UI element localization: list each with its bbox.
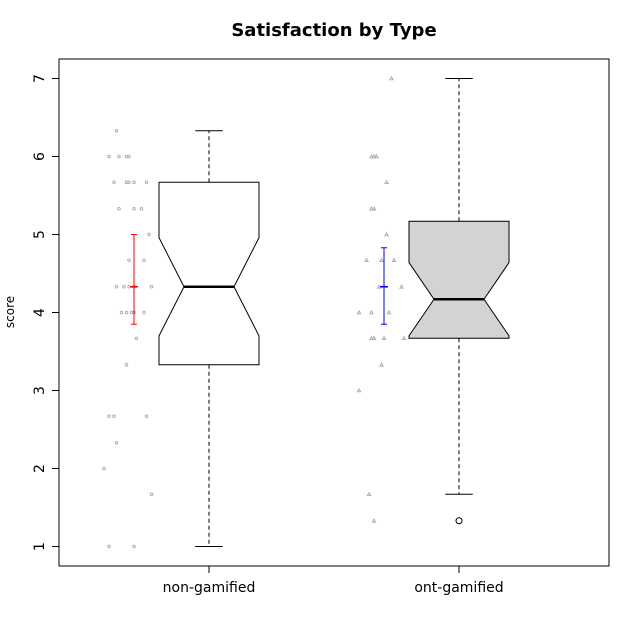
jitter-point-triangle [366,491,372,497]
jitter-point-circle [142,310,146,315]
jitter-point-circle [124,310,129,315]
jitter-point-triangle [364,257,369,263]
plot-frame [58,58,610,567]
jitter-point-triangle [374,153,379,159]
jitter-point-circle [127,154,131,159]
jitter-point-circle [132,544,136,549]
jitter-point-triangle [389,75,394,81]
jitter-point-circle [139,207,144,211]
jitter-point-triangle [391,257,397,263]
y-tick-label: 1 [32,542,48,551]
jitter-point-triangle [381,335,387,341]
jitter-point-circle [147,232,151,237]
jitter-point-circle [112,180,116,184]
jitter-point-circle [114,129,119,133]
jitter-point-circle [107,544,111,549]
jitter-point-circle [149,285,154,289]
jitter-point-triangle [401,335,407,341]
chart-title: Satisfaction by Type [231,20,436,41]
jitter-point-triangle [371,206,377,211]
jitter-point-triangle [379,257,384,263]
jitter-point-circle [127,258,131,262]
jitter-point-circle [114,441,119,445]
jitter-point-circle [112,414,116,418]
jitter-point-triangle [369,335,374,341]
notched-box [158,181,260,366]
jitter-point-triangle [384,179,389,185]
y-axis: 1 2 3 4 5 6 7 [32,74,59,551]
jitter-point-triangle [371,335,377,341]
jitter-point-circle [122,285,126,289]
jitter-point-triangle [384,231,389,237]
jitter-point-circle [127,180,131,184]
jitter-point-triangle [379,362,384,367]
jitter-point-circle [119,310,124,315]
jitter-point-triangle [371,153,377,159]
box-group [158,78,510,547]
jitter-point-circle [102,466,106,471]
jitter-point-circle [142,258,146,262]
jitter-point-circle [117,154,121,159]
jitter-point-circle [117,207,121,211]
y-tick-label: 7 [32,74,48,83]
jitter-point-circle [107,154,111,159]
x-axis: non-gamified ont-gamified [163,566,504,596]
jitter-point-triangle [369,206,374,211]
y-tick-label: 3 [32,386,48,395]
jitter-point-triangle [369,153,374,159]
y-tick-label: 5 [32,230,48,239]
jitter-points [102,75,407,549]
jitter-point-triangle [371,518,377,523]
jitter-point-triangle [399,284,404,289]
jitter-point-circle [132,180,136,184]
jitter-point-triangle [369,309,374,315]
jitter-point-circle [124,363,129,367]
notched-box [408,220,510,339]
jitter-point-triangle [356,309,362,315]
jitter-point-triangle [356,387,362,393]
y-tick-label: 4 [32,308,48,317]
outlier-point [455,517,463,525]
y-tick-label: 2 [32,464,48,473]
jitter-point-circle [132,207,136,211]
jitter-point-circle [144,414,149,418]
jitter-point-circle [134,336,139,340]
jitter-point-circle [127,285,131,289]
jitter-point-circle [149,492,154,496]
jitter-point-triangle [376,284,382,289]
x-tick-label: ont-gamified [414,580,503,596]
y-axis-label: score [3,296,17,328]
jitter-point-circle [114,285,119,289]
mean-ci-group [130,234,388,325]
x-tick-label: non-gamified [163,580,256,596]
jitter-point-triangle [386,309,392,315]
jitter-point-circle [144,180,149,184]
y-tick-label: 6 [32,152,48,161]
jitter-point-circle [107,414,111,418]
